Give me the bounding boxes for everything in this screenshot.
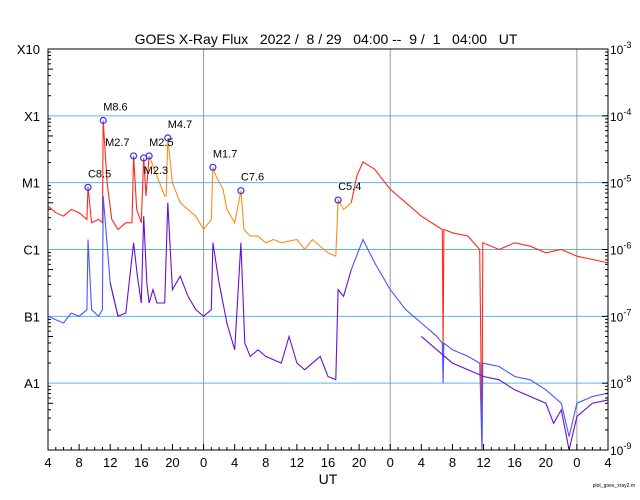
x-tick-label: 16 [507, 455, 521, 470]
flare-label: M2.3 [144, 165, 168, 177]
series-line-0 [148, 137, 352, 258]
series-line-1 [109, 202, 352, 381]
right-tick-label: 10-6 [610, 241, 631, 258]
right-tick-base: 10 [610, 244, 624, 258]
x-tick-label: 4 [231, 455, 238, 470]
flare-marker [334, 196, 342, 204]
right-tick-exponent: -7 [623, 307, 631, 317]
right-tick-label: 10-8 [610, 374, 631, 391]
right-tick-base: 10 [610, 377, 624, 391]
flare-label: C5.4 [338, 181, 361, 193]
x-tick-label: 4 [604, 455, 611, 470]
flare-marker [145, 152, 153, 160]
left-tick-label: M1 [22, 176, 40, 191]
x-tick-label: 4 [44, 455, 51, 470]
flare-label: M8.6 [103, 102, 127, 114]
flare-marker [99, 116, 107, 125]
flare-label: C8.5 [88, 168, 111, 180]
flare-marker [129, 152, 138, 160]
series-line-1 [350, 238, 609, 451]
x-tick-label: 0 [573, 455, 580, 470]
x-tick-label: 12 [290, 455, 304, 470]
right-tick-label: 10-3 [610, 40, 631, 57]
x-tick-label: 0 [387, 455, 394, 470]
x-tick-label: 16 [321, 455, 335, 470]
series-layer [47, 120, 609, 451]
right-tick-label: 10-7 [610, 307, 631, 324]
right-tick-exponent: -8 [623, 374, 631, 384]
flare-label: C7.6 [241, 172, 264, 184]
flare-marker [84, 183, 92, 191]
left-tick-label: X10 [17, 42, 40, 57]
flare-markers: C8.5 M8.6 M2.7 M2.3 M2.5 M4.7 M1.7 C7.6 C5.4 [84, 102, 361, 204]
x-tick-label: 20 [165, 455, 179, 470]
flare-label: M2.5 [149, 137, 173, 149]
series-line-1 [47, 195, 119, 324]
x-tick-label: 12 [476, 455, 490, 470]
right-tick-exponent: -9 [623, 441, 631, 451]
x-tick-label: 4 [418, 455, 425, 470]
right-tick-base: 10 [610, 444, 624, 458]
axes-layer: X10X1M1C1B1A110-310-410-510-610-710-810-… [17, 40, 632, 470]
x-tick-label: 20 [539, 455, 553, 470]
x-tick-label: 20 [352, 455, 366, 470]
left-tick-label: B1 [24, 309, 40, 324]
footer-filename: plot_goes_xray2.m [593, 483, 635, 489]
x-tick-label: 8 [449, 455, 456, 470]
right-tick-label: 10-5 [610, 174, 631, 191]
left-tick-label: X1 [24, 109, 40, 124]
right-tick-exponent: -4 [623, 107, 631, 117]
x-tick-label: 16 [134, 455, 148, 470]
x-axis-label: UT [319, 471, 338, 487]
flare-label: M1.7 [213, 148, 237, 160]
flare-label: M4.7 [168, 119, 192, 131]
series-line-2 [420, 335, 609, 451]
right-tick-exponent: -6 [623, 241, 631, 251]
flare-label: M2.7 [105, 137, 129, 149]
series-line-0 [350, 161, 609, 447]
flare-marker [209, 163, 217, 171]
x-tick-label: 8 [262, 455, 269, 470]
series-line-0 [47, 120, 150, 231]
right-tick-exponent: -3 [623, 40, 631, 50]
right-tick-base: 10 [610, 310, 624, 324]
x-tick-label: 12 [103, 455, 117, 470]
grid-layer [48, 49, 608, 450]
left-tick-label: C1 [23, 243, 40, 258]
right-tick-base: 10 [610, 43, 624, 57]
right-tick-base: 10 [610, 110, 624, 124]
x-tick-label: 8 [75, 455, 82, 470]
chart-title: GOES X-Ray Flux 2022 / 8 / 29 04:00 -- 9… [135, 31, 518, 47]
right-tick-base: 10 [610, 177, 624, 191]
right-tick-label: 10-4 [610, 107, 631, 124]
left-tick-label: A1 [24, 376, 40, 391]
flare-marker [164, 134, 172, 142]
x-tick-label: 0 [200, 455, 207, 470]
flare-marker [237, 187, 245, 195]
right-tick-label: 10-9 [610, 441, 631, 458]
right-tick-exponent: -5 [623, 174, 631, 184]
